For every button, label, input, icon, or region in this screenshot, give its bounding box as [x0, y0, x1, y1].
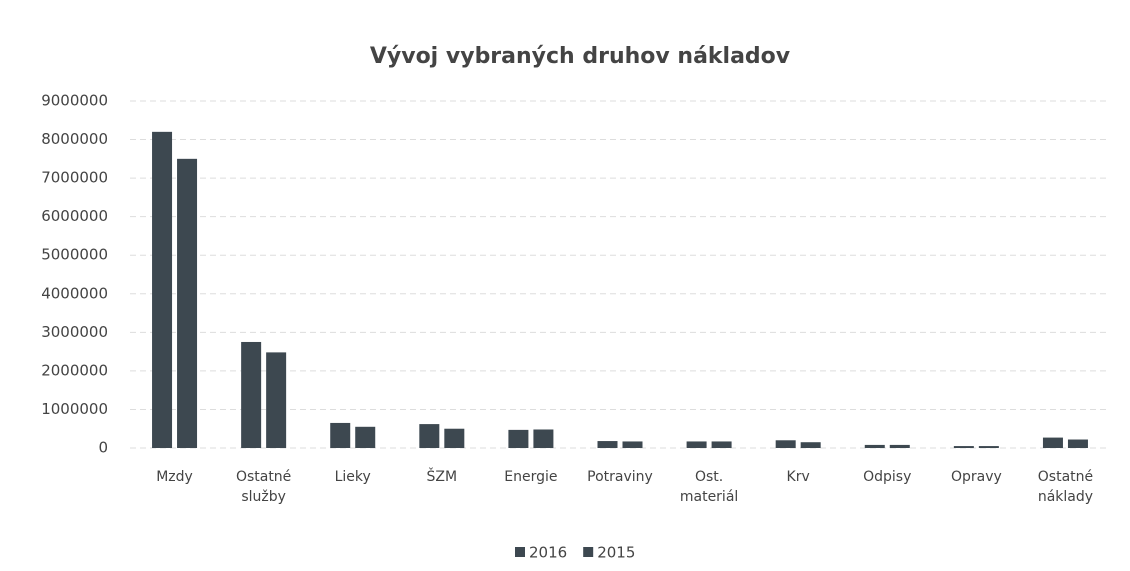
x-tick-label: Ostatné náklady: [1037, 469, 1094, 505]
x-tick-label: Odpisy: [863, 469, 912, 485]
y-tick-label: 8000000: [41, 130, 108, 148]
y-tick-label: 2000000: [41, 361, 108, 379]
bar: [711, 441, 732, 448]
bar: [355, 426, 376, 448]
bar: [330, 422, 351, 448]
x-tick-label: Krv: [786, 469, 810, 485]
y-tick-label: 1000000: [41, 400, 108, 418]
x-tick-label: Potraviny: [587, 469, 653, 485]
legend-label: 2016: [529, 544, 567, 562]
chart-title: Vývoj vybraných druhov nákladov: [370, 44, 791, 69]
y-tick-label: 0: [98, 439, 108, 457]
bar: [864, 444, 885, 448]
x-tick-label: Energie: [504, 469, 558, 485]
bar: [508, 429, 529, 448]
x-tick-label: ŠZM: [426, 469, 458, 485]
bar: [444, 428, 465, 448]
bar: [800, 442, 821, 448]
bar: [686, 441, 707, 448]
x-tick-label: Ost. materiál: [679, 469, 739, 505]
bar: [775, 440, 796, 448]
y-tick-label: 6000000: [41, 207, 108, 225]
legend-swatch: [583, 547, 594, 557]
bar: [597, 441, 618, 448]
bar: [266, 352, 287, 448]
y-tick-label: 4000000: [41, 284, 108, 302]
legend-swatch: [515, 547, 525, 557]
y-tick-label: 3000000: [41, 323, 108, 341]
y-tick-label: 9000000: [41, 92, 108, 110]
x-tick-label: Lieky: [334, 469, 371, 485]
x-tick-label: Ostatné služby: [235, 469, 292, 505]
y-tick-label: 5000000: [41, 246, 108, 264]
bar: [177, 158, 198, 449]
x-tick-label: Opravy: [950, 469, 1002, 485]
y-tick-label: 7000000: [41, 169, 108, 187]
bar: [953, 446, 974, 448]
bar: [889, 444, 910, 448]
bar: [533, 429, 554, 448]
bar: [419, 424, 440, 448]
bar: [241, 341, 262, 448]
bar: [1042, 437, 1063, 448]
bar: [1067, 439, 1088, 448]
x-tick-label: Mzdy: [156, 469, 193, 485]
legend-label: 2015: [597, 544, 635, 562]
bar: [978, 446, 999, 448]
bar: [622, 441, 643, 448]
bar: [152, 131, 173, 448]
